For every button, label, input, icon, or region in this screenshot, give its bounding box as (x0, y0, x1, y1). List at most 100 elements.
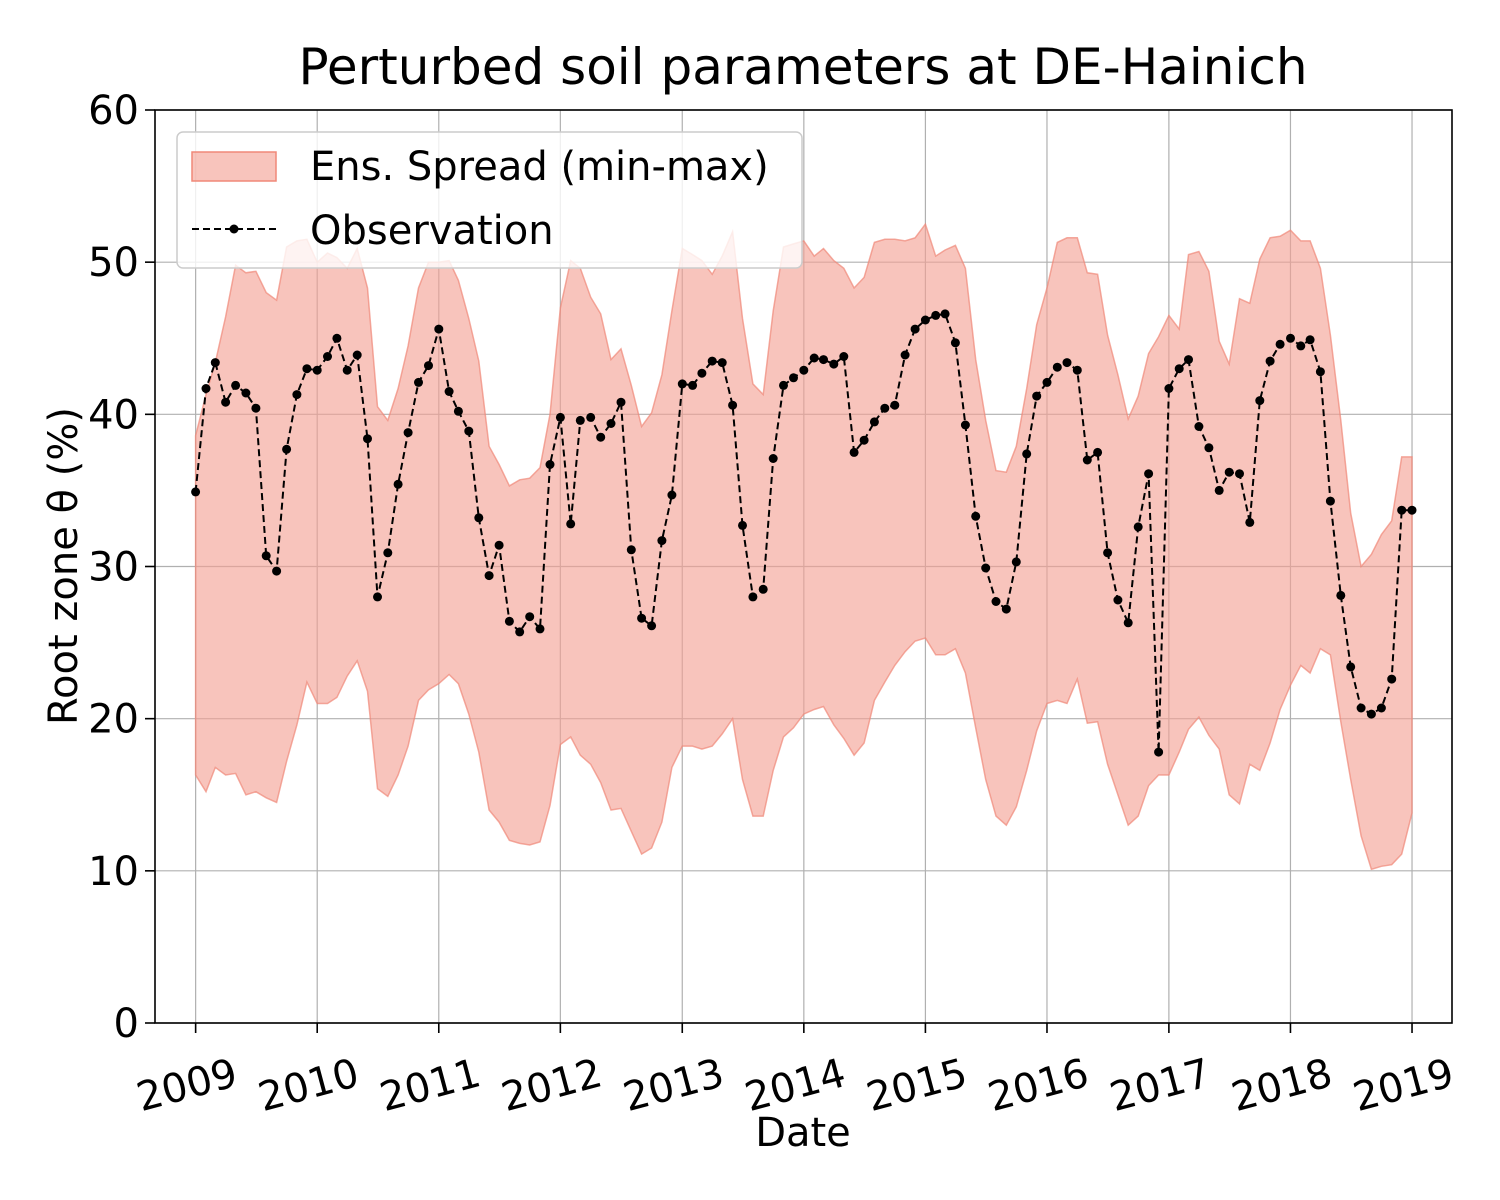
observation-point (1325, 496, 1335, 506)
observation-point (586, 412, 596, 422)
observation-point (566, 519, 576, 529)
observation-point (981, 563, 991, 573)
x-tick-label: 2013 (619, 1050, 729, 1121)
observation-point (241, 388, 251, 398)
observation-point (940, 309, 950, 319)
observation-point (890, 400, 900, 410)
observation-point (1255, 396, 1265, 406)
y-tick-label: 10 (88, 849, 139, 895)
observation-point (606, 419, 616, 428)
observation-point (1286, 333, 1295, 343)
observation-point (1265, 356, 1275, 366)
observation-point (1093, 447, 1103, 457)
observation-point (191, 487, 201, 497)
observation-point (1376, 703, 1386, 713)
x-tick-label: 2015 (862, 1050, 972, 1121)
observation-point (1397, 505, 1407, 515)
observation-point (1204, 443, 1214, 453)
observation-point (1113, 595, 1123, 605)
observation-point (272, 566, 282, 576)
observation-point (424, 361, 433, 371)
legend-label-spread: Ens. Spread (min-max) (310, 144, 769, 190)
observation-point (525, 612, 535, 622)
observation-point (1052, 362, 1062, 372)
observation-point (251, 403, 261, 413)
observation-point (971, 511, 981, 521)
observation-point (383, 548, 393, 558)
observation-point (1275, 339, 1285, 349)
x-tick-label: 2012 (497, 1050, 607, 1121)
observation-point (434, 324, 444, 334)
observation-point (515, 627, 525, 637)
observation-point (464, 426, 474, 436)
observation-point (292, 390, 302, 400)
ensemble-spread-area (194, 222, 1413, 871)
observation-point (494, 540, 504, 550)
observation-point (1296, 341, 1306, 351)
observation-point (1407, 505, 1417, 515)
observation-point (819, 355, 828, 365)
observation-point (1184, 355, 1193, 365)
chart-title: Perturbed soil parameters at DE-Hainich (298, 38, 1307, 96)
observation-point (453, 406, 463, 416)
observation-point (950, 338, 960, 348)
observation-point (809, 353, 819, 363)
observation-point (1305, 335, 1315, 345)
observation-point (637, 613, 647, 623)
observation-point (1224, 467, 1234, 477)
observation-point (647, 621, 657, 631)
observation-point (1366, 709, 1376, 719)
observation-point (789, 373, 798, 383)
observation-point (1082, 455, 1092, 465)
y-tick-label: 0 (114, 1001, 139, 1047)
x-tick-label: 2017 (1105, 1050, 1215, 1121)
observation-point (393, 479, 403, 489)
observation-point (991, 597, 1001, 606)
observation-point (667, 490, 677, 500)
observation-point (363, 434, 372, 444)
observation-point (1336, 590, 1346, 600)
observation-point (839, 352, 849, 361)
observation-point (657, 536, 667, 546)
observation-point (707, 356, 717, 366)
observation-point (1154, 747, 1164, 757)
observation-point (677, 379, 687, 389)
observation-point (717, 358, 727, 368)
observation-point (1346, 662, 1356, 672)
observation-point (1245, 517, 1255, 527)
observation-point (1194, 422, 1204, 431)
observation-point (688, 380, 698, 390)
observation-point (282, 444, 292, 454)
observation-point (768, 454, 778, 463)
y-tick-label: 20 (88, 697, 139, 743)
y-tick-label: 50 (88, 240, 139, 286)
observation-point (414, 377, 423, 387)
observation-point (697, 368, 707, 378)
y-tick-label: 60 (88, 88, 139, 134)
observation-point (738, 520, 747, 530)
legend-swatch-spread (191, 151, 277, 182)
observation-point (748, 592, 758, 602)
observation-point (1387, 674, 1397, 684)
observation-point (231, 380, 241, 390)
observation-point (1214, 485, 1224, 495)
x-axis-ticks: 2009 2010 2011 2012 2013 2014 2015 2016 2017 2018… (132, 1023, 1459, 1121)
observation-point (859, 435, 869, 445)
observation-point (1174, 364, 1184, 374)
observation-point (1164, 384, 1174, 393)
observation-point (221, 397, 231, 407)
observation-point (302, 364, 312, 374)
legend-label-observation: Observation (310, 208, 554, 254)
observation-point (1072, 365, 1082, 375)
y-tick-label: 30 (88, 545, 139, 591)
observation-point (1032, 391, 1042, 401)
ensemble-spread-band (194, 222, 1413, 871)
observation-point (352, 350, 362, 360)
observation-point (1062, 358, 1072, 368)
x-tick-label: 2018 (1227, 1050, 1337, 1121)
observation-point (332, 333, 342, 343)
observation-point (403, 428, 413, 438)
observation-point (596, 432, 606, 442)
observation-point (444, 387, 454, 396)
observation-point (1042, 377, 1052, 387)
